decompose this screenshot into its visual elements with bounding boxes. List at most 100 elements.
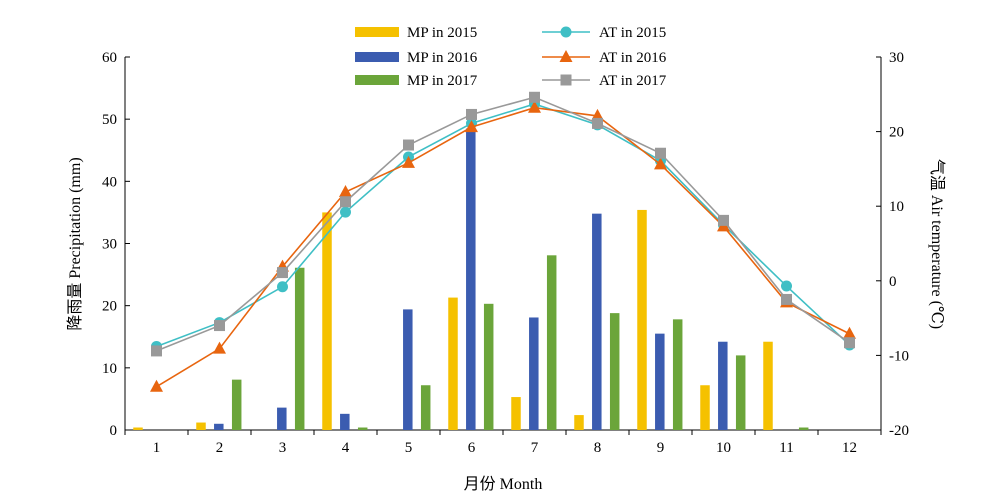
legend-marker (560, 74, 572, 86)
bar (403, 309, 413, 430)
bar (672, 319, 683, 430)
x-tick-label: 6 (468, 440, 476, 456)
data-point (339, 185, 352, 198)
data-point (213, 341, 226, 354)
bar (798, 427, 809, 430)
bar (763, 341, 773, 430)
data-point (277, 267, 288, 279)
data-point (843, 326, 856, 339)
y-axis-left-title: 降雨量 Precipitation (mm) (66, 157, 84, 330)
y-right-tick-label: 0 (889, 274, 897, 290)
x-tick-label: 8 (594, 440, 602, 456)
data-point (529, 91, 540, 103)
x-tick-label: 10 (716, 440, 731, 456)
bar (214, 423, 224, 430)
y-left-tick-label: 30 (102, 237, 117, 253)
data-point (718, 214, 729, 226)
x-tick-label: 2 (216, 440, 224, 456)
bar (231, 379, 242, 430)
bar (592, 213, 602, 430)
x-tick-label: 4 (342, 440, 350, 456)
legend-swatch (355, 52, 399, 62)
legend: MP in 2015 MP in 2016 MP in 2017 AT in 2015… (355, 25, 667, 89)
data-point (654, 157, 667, 170)
data-point (844, 337, 855, 349)
series-line (156, 103, 851, 348)
bar (718, 341, 728, 430)
data-point (781, 293, 792, 305)
bar-series (214, 128, 728, 430)
legend-label: MP in 2015 (407, 25, 477, 41)
y-left-tick-label: 40 (102, 174, 117, 190)
bar (529, 317, 539, 430)
x-tick-label: 3 (279, 440, 287, 456)
x-tick-label: 7 (531, 440, 539, 456)
data-point (403, 139, 414, 151)
legend-marker (559, 50, 573, 62)
data-point (402, 155, 415, 168)
data-point (465, 120, 478, 133)
y-left-tick-label: 50 (102, 112, 117, 128)
x-tick-label: 11 (779, 440, 793, 456)
bar (357, 427, 368, 430)
x-tick-label: 9 (657, 440, 665, 456)
bar (637, 209, 647, 430)
data-point (151, 345, 162, 357)
legend-swatch (355, 75, 399, 85)
bar (294, 267, 305, 430)
legend-label: MP in 2016 (407, 50, 478, 66)
data-point (528, 100, 541, 113)
y-left-tick-label: 20 (102, 299, 117, 315)
bar (277, 407, 287, 430)
bar (322, 212, 332, 430)
legend-marker (560, 26, 572, 38)
line-series (151, 98, 855, 352)
legend-label: AT in 2017 (599, 73, 667, 89)
legend-label: AT in 2015 (599, 25, 666, 41)
bar (700, 385, 710, 430)
line-series (151, 91, 855, 357)
bar (340, 413, 350, 430)
legend-label: AT in 2016 (599, 50, 667, 66)
lines-layer (150, 91, 856, 392)
y-right-tick-label: 30 (889, 50, 904, 66)
data-point (466, 108, 477, 120)
bar (483, 303, 494, 430)
bar (609, 313, 620, 430)
bar (420, 385, 431, 430)
x-axis-title: 月份 Month (464, 475, 543, 493)
bar (735, 355, 746, 430)
data-point (277, 281, 288, 293)
data-point (781, 280, 792, 292)
line-series (150, 100, 856, 392)
data-point (592, 117, 603, 129)
series-line (156, 96, 850, 352)
bar-series (133, 209, 773, 430)
y-left-tick-label: 60 (102, 50, 117, 66)
x-tick-label: 1 (153, 440, 161, 456)
legend-swatch (355, 27, 399, 37)
data-point (214, 320, 225, 332)
legend-label: MP in 2017 (407, 73, 478, 89)
bar (546, 255, 557, 430)
data-point (655, 147, 666, 159)
y-left-tick-label: 10 (102, 361, 117, 377)
series-line (156, 106, 850, 388)
data-point (150, 379, 163, 392)
bar (133, 427, 143, 430)
bar (574, 415, 584, 430)
bars-layer (133, 128, 809, 430)
y-right-tick-label: -20 (889, 423, 909, 439)
bar (448, 297, 458, 430)
bar (655, 333, 665, 430)
data-point (340, 206, 351, 218)
bar (466, 128, 476, 430)
bar (196, 422, 206, 430)
y-right-tick-label: -10 (889, 348, 909, 364)
x-tick-label: 12 (842, 440, 857, 456)
y-right-tick-label: 20 (889, 125, 904, 141)
bar (511, 397, 521, 430)
